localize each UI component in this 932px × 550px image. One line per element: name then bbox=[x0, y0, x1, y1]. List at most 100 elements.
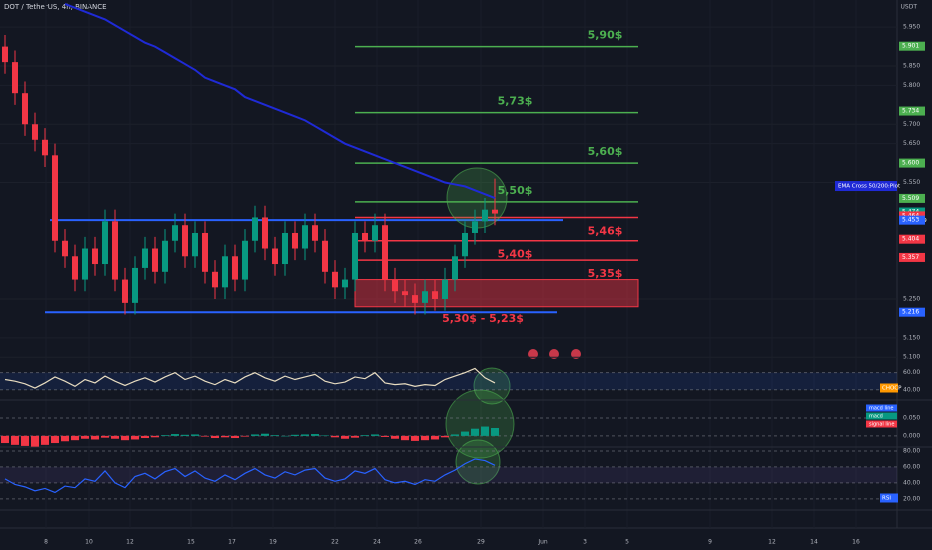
candle-body bbox=[452, 256, 458, 280]
macd-bar bbox=[431, 435, 439, 440]
flag bbox=[549, 349, 559, 359]
macd-bar bbox=[151, 435, 159, 438]
pane-tick-label: 40.00 bbox=[903, 386, 920, 393]
macd-bar bbox=[181, 434, 189, 436]
pane-tick-label: 40.00 bbox=[903, 479, 920, 486]
ema-tag: EMA Cross 50/200:Plot bbox=[838, 184, 901, 190]
x-tick-label: 26 bbox=[414, 539, 422, 546]
macd-bar bbox=[381, 435, 389, 437]
price-tag-label: 5.509 bbox=[902, 195, 919, 202]
legend-bg bbox=[866, 412, 897, 420]
candle-body bbox=[492, 209, 498, 214]
candle-body bbox=[72, 256, 78, 280]
macd-bar bbox=[31, 435, 39, 447]
macd-bar bbox=[461, 431, 469, 436]
flag bbox=[528, 349, 538, 359]
x-tick-label: 3 bbox=[583, 539, 587, 546]
candle-body bbox=[132, 267, 138, 303]
candle-body bbox=[312, 225, 318, 241]
chart-title: DOT / TetherUS, 4h, BINANCE bbox=[4, 3, 107, 11]
candle-body bbox=[22, 93, 28, 125]
price-tag-label: 5.357 bbox=[902, 254, 919, 261]
candle-body bbox=[352, 232, 358, 280]
y-tick-label: 5.150 bbox=[903, 334, 920, 341]
x-tick-label: 15 bbox=[187, 539, 195, 546]
ema-line bbox=[64, 2, 496, 199]
level-label: 5,40$ bbox=[498, 248, 533, 261]
y-tick-label: 5.700 bbox=[903, 121, 920, 128]
macd-bar bbox=[101, 435, 109, 438]
candle-body bbox=[82, 248, 88, 280]
price-tag-label: 5.600 bbox=[902, 160, 919, 167]
x-tick-label: 12 bbox=[768, 539, 776, 546]
candle-body bbox=[92, 248, 98, 265]
candle-body bbox=[172, 225, 178, 241]
macd-bar bbox=[311, 434, 319, 436]
macd-bar bbox=[111, 435, 119, 439]
candle-body bbox=[272, 248, 278, 265]
macd-bar bbox=[211, 435, 219, 439]
x-tick-label: 29 bbox=[477, 539, 485, 546]
level-label: 5,90$ bbox=[588, 29, 623, 42]
level-label: 5,35$ bbox=[588, 267, 623, 280]
macd-bar bbox=[491, 427, 499, 436]
macd-bar bbox=[351, 435, 359, 438]
price-tag bbox=[899, 234, 925, 244]
candle-body bbox=[402, 291, 408, 296]
macd-bar bbox=[371, 434, 379, 436]
price-tag bbox=[899, 252, 925, 262]
y-tick-label: 5.650 bbox=[903, 140, 920, 147]
legend-label: signal line bbox=[869, 422, 894, 428]
x-tick-label: 22 bbox=[331, 539, 339, 546]
price-tag bbox=[899, 215, 925, 225]
macd-bar bbox=[61, 435, 69, 442]
candle-body bbox=[422, 291, 428, 303]
macd-bar bbox=[141, 435, 149, 439]
candle-body bbox=[472, 221, 478, 233]
macd-bar bbox=[21, 435, 29, 446]
macd-bar bbox=[471, 428, 479, 436]
candle-body bbox=[202, 232, 208, 272]
level-label: 5,60$ bbox=[588, 145, 623, 158]
candle-body bbox=[212, 271, 218, 288]
flag bbox=[571, 349, 581, 359]
macd-bar bbox=[301, 434, 309, 436]
candle-body bbox=[252, 217, 258, 241]
candle-body bbox=[152, 248, 158, 272]
macd-bar bbox=[81, 435, 89, 439]
candle-body bbox=[162, 240, 168, 272]
x-tick-label: 19 bbox=[269, 539, 277, 546]
candle-body bbox=[442, 279, 448, 299]
macd-bar bbox=[221, 435, 229, 438]
macd-bar bbox=[401, 435, 409, 441]
highlight-circle bbox=[473, 367, 511, 405]
macd-bar bbox=[51, 435, 59, 444]
macd-bar bbox=[451, 434, 459, 436]
price-tag bbox=[899, 307, 925, 317]
price-tag bbox=[899, 193, 925, 203]
candle-body bbox=[192, 232, 198, 257]
macd-bar bbox=[201, 435, 209, 437]
candle-body bbox=[182, 225, 188, 257]
candle-body bbox=[142, 248, 148, 268]
indicator-tag: RSI bbox=[882, 496, 891, 502]
macd-bar bbox=[1, 435, 9, 444]
macd-bar bbox=[91, 435, 99, 440]
legend-label: macd bbox=[869, 414, 883, 420]
macd-bar bbox=[161, 435, 169, 436]
zone-label: 5,30$ - 5,23$ bbox=[442, 312, 524, 325]
indicator-tag: CHOCP bbox=[882, 386, 902, 392]
macd-bar bbox=[261, 433, 269, 436]
macd-bar bbox=[231, 435, 239, 439]
macd-bar bbox=[251, 434, 259, 436]
pane-band bbox=[0, 466, 897, 483]
candle-body bbox=[382, 225, 388, 280]
candle-body bbox=[242, 240, 248, 280]
candle-body bbox=[32, 124, 38, 140]
candle-body bbox=[412, 295, 418, 303]
x-tick-label: 12 bbox=[126, 539, 134, 546]
macd-bar bbox=[131, 435, 139, 440]
macd-bar bbox=[321, 435, 329, 437]
pane-tick-label: 0.050 bbox=[903, 414, 920, 421]
